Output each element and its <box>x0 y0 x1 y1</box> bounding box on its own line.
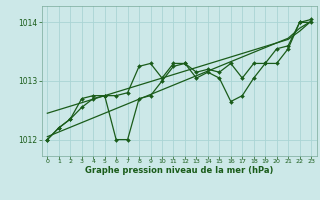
X-axis label: Graphe pression niveau de la mer (hPa): Graphe pression niveau de la mer (hPa) <box>85 166 273 175</box>
